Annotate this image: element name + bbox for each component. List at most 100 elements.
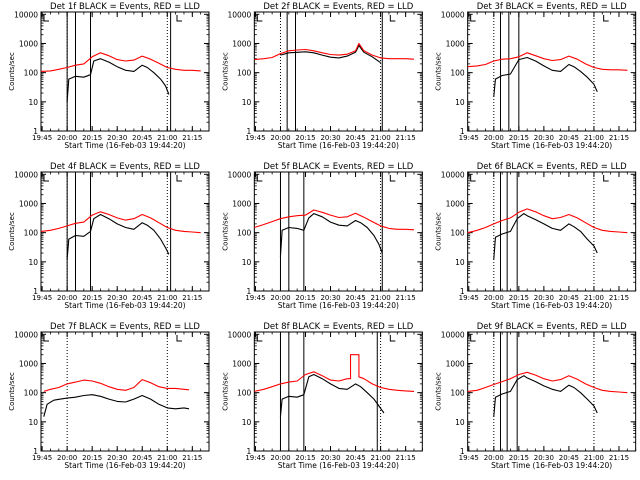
x-tick-label: 20:00 [57, 294, 77, 302]
x-tick-label: 21:15 [396, 454, 416, 462]
y-axis-label: Counts/sec [221, 52, 229, 91]
x-axis-label: Start Time (16-Feb-03 19:44:20) [278, 461, 399, 470]
y-tick-label: 1 [460, 127, 465, 136]
x-axis-label: Start Time (16-Feb-03 19:44:20) [491, 461, 612, 470]
chart-title: Det 8f BLACK = Events, RED = LLD [263, 322, 413, 332]
x-tick-label: 20:15 [295, 454, 315, 462]
chart-title: Det 1f BLACK = Events, RED = LLD [50, 2, 200, 12]
x-tick-label: 20:30 [107, 134, 127, 142]
y-tick-label: 1000 [19, 39, 38, 48]
x-tick-label: 20:00 [484, 134, 504, 142]
x-tick-label: 20:45 [345, 294, 365, 302]
plot-frame [253, 331, 423, 452]
corner-marker [470, 175, 476, 182]
chart-panel: Det 1f BLACK = Events, RED = LLD 1 10 100 10… [8, 2, 210, 150]
y-tick-label: 100 [237, 389, 252, 398]
chart-panel: Det 8f BLACK = Events, RED = LLD 1 10 100 10… [221, 322, 423, 470]
corner-marker [470, 335, 476, 342]
chart-panel: Det 2f BLACK = Events, RED = LLD 1 10 100 10… [221, 2, 423, 150]
y-axis-label: Counts/sec [221, 372, 229, 411]
x-tick-label: 21:00 [157, 294, 177, 302]
x-tick-label: 21:15 [182, 454, 202, 462]
chart-panel: Det 4f BLACK = Events, RED = LLD 1 10 100 10… [8, 162, 210, 310]
y-tick-label: 1000 [446, 199, 465, 208]
y-tick-label: 10000 [441, 330, 465, 339]
x-tick-label: 20:00 [57, 134, 77, 142]
lld-series-line [254, 42, 415, 61]
x-tick-label: 21:00 [371, 134, 391, 142]
y-tick-label: 100 [237, 69, 252, 78]
events-series-line [279, 213, 383, 257]
y-axis-label: Counts/sec [8, 52, 16, 91]
x-tick-label: 20:30 [320, 134, 340, 142]
y-axis-label: Counts/sec [8, 372, 16, 411]
x-tick-label: 19:45 [32, 454, 52, 462]
corner-marker [256, 175, 263, 182]
y-tick-label: 10000 [14, 170, 38, 179]
y-axis-label: Counts/sec [435, 52, 443, 91]
x-tick-label: 21:00 [584, 454, 604, 462]
x-tick-label: 21:00 [157, 454, 177, 462]
y-tick-label: 10000 [227, 170, 251, 179]
y-tick-label: 100 [24, 389, 39, 398]
chart-title: Det 4f BLACK = Events, RED = LLD [50, 162, 200, 172]
x-tick-label: 21:15 [396, 294, 416, 302]
plot-frame [253, 171, 423, 292]
events-series-line [493, 213, 598, 260]
x-tick-label: 19:45 [459, 454, 479, 462]
y-tick-label: 1 [33, 127, 38, 136]
x-tick-label: 20:45 [132, 134, 152, 142]
x-tick-label: 20:45 [559, 294, 579, 302]
y-tick-label: 10 [28, 418, 38, 427]
lld-series-line [467, 208, 628, 234]
corner-marker [389, 335, 396, 342]
x-tick-label: 20:30 [107, 294, 127, 302]
x-tick-label: 21:15 [182, 134, 202, 142]
y-tick-label: 1 [33, 287, 38, 296]
x-tick-label: 19:45 [32, 134, 52, 142]
corner-marker [256, 15, 263, 22]
y-tick-label: 10 [28, 258, 38, 267]
x-tick-label: 20:45 [559, 134, 579, 142]
x-tick-label: 21:15 [609, 294, 629, 302]
y-tick-label: 1 [247, 127, 252, 136]
events-series-line [279, 373, 385, 417]
chart-title: Det 6f BLACK = Events, RED = LLD [477, 162, 627, 172]
x-tick-label: 20:30 [107, 454, 127, 462]
x-axis-label: Start Time (16-Feb-03 19:44:20) [64, 461, 185, 470]
x-tick-label: 20:00 [270, 294, 290, 302]
chart-panel: Det 3f BLACK = Events, RED = LLD 1 10 100 10… [435, 2, 637, 150]
chart-panel: Det 6f BLACK = Events, RED = LLD 1 10 100 10… [435, 162, 637, 310]
x-tick-label: 19:45 [32, 294, 52, 302]
chart-panel: Det 9f BLACK = Events, RED = LLD 1 10 100 10… [435, 322, 637, 470]
y-tick-label: 10 [28, 98, 38, 107]
y-tick-label: 10000 [14, 10, 38, 19]
lld-series-line [254, 354, 415, 392]
y-tick-label: 10 [455, 98, 465, 107]
y-tick-label: 10 [455, 418, 465, 427]
x-tick-label: 20:30 [534, 294, 554, 302]
x-tick-label: 20:45 [559, 454, 579, 462]
plot-frame [467, 331, 637, 452]
y-tick-label: 100 [24, 69, 39, 78]
x-tick-label: 20:45 [345, 134, 365, 142]
corner-marker [603, 175, 609, 182]
x-tick-label: 21:00 [371, 294, 391, 302]
corner-marker [256, 335, 263, 342]
corner-marker [43, 175, 49, 182]
corner-marker [43, 15, 49, 22]
x-tick-label: 19:45 [245, 294, 265, 302]
y-tick-label: 1 [460, 447, 465, 456]
x-tick-label: 19:45 [245, 134, 265, 142]
x-axis-label: Start Time (16-Feb-03 19:44:20) [64, 301, 185, 310]
x-tick-label: 19:45 [245, 454, 265, 462]
x-tick-label: 20:15 [295, 134, 315, 142]
x-axis-label: Start Time (16-Feb-03 19:44:20) [491, 301, 612, 310]
plot-frame [40, 11, 210, 132]
corner-marker [603, 15, 609, 22]
y-tick-label: 10 [242, 418, 252, 427]
x-tick-label: 20:00 [484, 294, 504, 302]
y-tick-label: 1000 [232, 359, 251, 368]
x-tick-label: 20:00 [57, 454, 77, 462]
x-tick-label: 21:00 [157, 134, 177, 142]
